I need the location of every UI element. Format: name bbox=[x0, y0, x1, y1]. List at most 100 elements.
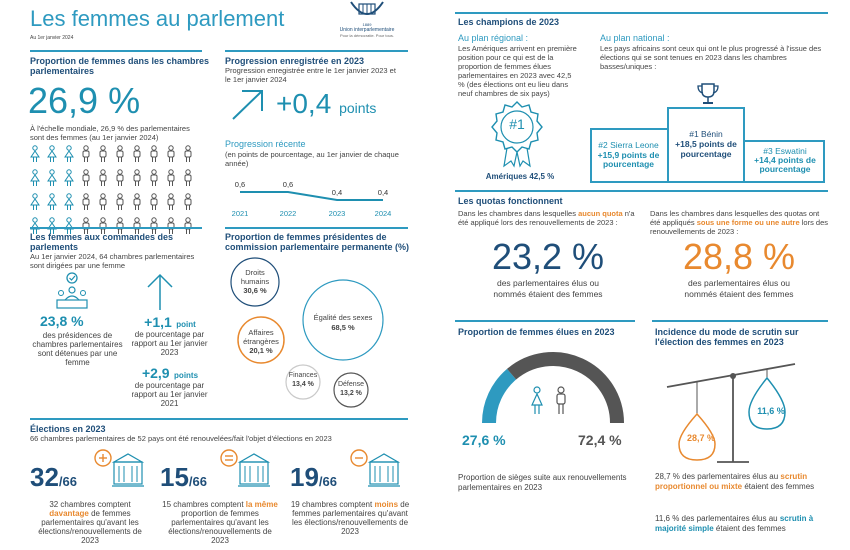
gauge-men-arc bbox=[507, 352, 624, 424]
man-figure-icon bbox=[133, 169, 141, 186]
man-figure-icon bbox=[184, 193, 192, 210]
bubble-value-0: 30,6 % bbox=[243, 286, 267, 295]
champions-title: Les champions de 2023 bbox=[458, 17, 560, 27]
progression-title: Progression enregistrée en 2023 bbox=[225, 56, 365, 66]
election-num-1: 15 bbox=[160, 462, 189, 492]
x-tick-label: 2022 bbox=[280, 209, 297, 218]
national-text: Les pays africains sont ceux qui ont le … bbox=[600, 44, 822, 71]
proportion-rule bbox=[30, 50, 202, 52]
regional-badge: #1 bbox=[509, 116, 525, 132]
ipu-year: 1889 bbox=[362, 22, 372, 27]
scrutin-title: Incidence du mode de scrutin sur l'élect… bbox=[655, 327, 799, 347]
woman-figure-icon bbox=[30, 169, 40, 186]
quotas-right-post: lors des renouvellements de 2023 : bbox=[650, 218, 829, 236]
man-figure-icon bbox=[99, 145, 107, 162]
quotas-right-hl: sous une forme ou une autre bbox=[696, 218, 800, 227]
recent-caption: (en points de pourcentage, au 1er janvie… bbox=[225, 150, 399, 168]
recent-line-chart: 0,6 2021 0,6 2022 0,4 2023 0,4 2024 bbox=[232, 180, 392, 218]
man-figure-icon bbox=[82, 193, 90, 210]
man-figure-icon bbox=[167, 193, 175, 210]
progression-rule bbox=[225, 50, 408, 52]
man-figure-icon bbox=[82, 169, 90, 186]
election-post-2: de femmes parlementaires qu'avant les él… bbox=[291, 500, 410, 536]
ipu-logo: 1889 Union interparlementaire Pour la dé… bbox=[336, 0, 398, 44]
champions-rule bbox=[455, 12, 828, 14]
scrutin-text2-hl: scrutin à majorité simple bbox=[655, 514, 814, 533]
commandes-value2: +1,1 bbox=[144, 314, 172, 330]
bubble-value-1: 68,5 % bbox=[331, 323, 355, 332]
bubble-name-1: Égalité des sexes bbox=[313, 313, 373, 322]
proportion-title: Proportion de femmes dans les chambres p… bbox=[30, 56, 210, 76]
elues-caption: Proportion de sièges suite aux renouvell… bbox=[458, 473, 627, 492]
election-num-0: 32 bbox=[30, 462, 59, 492]
woman-figure-icon bbox=[47, 193, 57, 210]
commandes-value3-wrap: +2,9 points bbox=[130, 365, 210, 383]
commandes-text3: de pourcentage par rapport au 1er janvie… bbox=[131, 381, 208, 408]
quotas-right-intro: Dans les chambres dans lesquelles des qu… bbox=[650, 209, 828, 236]
podium-rank-0: #2 Sierra Leone bbox=[598, 140, 659, 150]
podium-label-2: #3 Eswatini +14,4 points de pourcentage bbox=[745, 147, 825, 174]
commandes-title: Les femmes aux commandes des parlements bbox=[30, 232, 174, 252]
elues-women-value: 27,6 % bbox=[462, 432, 506, 448]
rosette-badge-icon bbox=[491, 101, 543, 168]
scrutin-text1-pre: 28,7 % des parlementaires élus au bbox=[655, 472, 779, 481]
quotas-right-text: des parlementaires élus ou nommés étaien… bbox=[684, 278, 794, 299]
man-figure-icon bbox=[133, 193, 141, 210]
x-tick-label: 2021 bbox=[232, 209, 249, 218]
elections-rule bbox=[30, 418, 408, 420]
trophy-icon bbox=[697, 83, 719, 104]
arrow-up-right-icon bbox=[232, 90, 263, 120]
building-minus-icon bbox=[350, 449, 400, 487]
ipu-name: Union interparlementaire bbox=[339, 27, 395, 33]
man-figure-icon bbox=[150, 193, 158, 210]
election-pre-2: 19 chambres comptent bbox=[290, 500, 373, 509]
progression-caption: Progression enregistrée entre le 1er jan… bbox=[225, 66, 396, 84]
elues-title: Proportion de femmes élues en 2023 bbox=[458, 327, 615, 337]
election-pre-1: 15 chambres comptent bbox=[162, 500, 244, 509]
podium-label-0: #2 Sierra Leone +15,9 points de pourcent… bbox=[590, 140, 667, 170]
bubble-defense bbox=[333, 372, 369, 408]
quotas-left-text: des parlementaires élus ou nommés étaien… bbox=[493, 278, 603, 299]
podium-value-2: +14,4 points de pourcentage bbox=[754, 155, 816, 174]
scrutin-rule bbox=[652, 320, 828, 322]
bubble-name-4: Défense bbox=[337, 381, 365, 388]
election-post-1: proportion de femmes parlementaires qu'a… bbox=[168, 509, 272, 545]
commandes-value2-wrap: +1,1 point bbox=[130, 314, 210, 332]
people-grid bbox=[28, 145, 208, 234]
bubble-label-3: Finances 13,4 % bbox=[285, 371, 321, 389]
building-plus-icon bbox=[94, 449, 144, 487]
bubble-egalite bbox=[302, 279, 384, 361]
commandes-text1: des présidences de chambres parlementair… bbox=[32, 331, 123, 367]
elues-men-value: 72,4 % bbox=[578, 432, 622, 448]
arrow-up-icon bbox=[147, 273, 173, 310]
progression-value: +0,4 bbox=[276, 88, 332, 119]
quotas-left-intro: Dans les chambres dans lesquelles aucun … bbox=[458, 209, 643, 227]
commandes-text2: de pourcentage par rapport au 1er janvie… bbox=[131, 330, 208, 357]
quotas-left-post: n'a été appliqué lors des renouvellement… bbox=[458, 209, 635, 227]
man-figure-icon bbox=[150, 145, 158, 162]
woman-figure-icon bbox=[47, 145, 57, 162]
scrutin-left-value: 28,7 % bbox=[686, 433, 716, 443]
progression-value-wrap: +0,4 points bbox=[276, 88, 376, 120]
progression-unit: points bbox=[339, 100, 377, 116]
woman-figure-icon bbox=[64, 169, 74, 186]
election-den-1: /66 bbox=[188, 474, 207, 489]
regional-badge-label: Amériques 42,5 % bbox=[485, 172, 555, 181]
man-figure-icon bbox=[133, 145, 141, 162]
commission-bubbles bbox=[230, 257, 384, 408]
man-figure-icon bbox=[82, 217, 90, 234]
podium-first bbox=[667, 107, 745, 182]
elections-caption: 66 chambres parlementaires de 52 pays on… bbox=[30, 434, 332, 443]
man-figure-icon bbox=[150, 169, 158, 186]
election-hl-1: la même bbox=[245, 500, 278, 509]
woman-figure-icon bbox=[30, 145, 40, 162]
man-figure-icon bbox=[184, 145, 192, 162]
commandes-value1: 23,8 % bbox=[40, 313, 84, 329]
podium-rank-2: #3 Eswatini bbox=[763, 146, 807, 156]
man-figure-icon bbox=[184, 217, 192, 234]
x-tick-label: 2024 bbox=[375, 209, 392, 218]
data-label: 0,6 bbox=[235, 180, 245, 189]
election-pre-0: 32 chambres comptent bbox=[49, 500, 131, 509]
scrutin-text2: 11,6 % des parlementaires élus au scruti… bbox=[655, 514, 830, 534]
page-title: Les femmes au parlement bbox=[30, 6, 285, 31]
